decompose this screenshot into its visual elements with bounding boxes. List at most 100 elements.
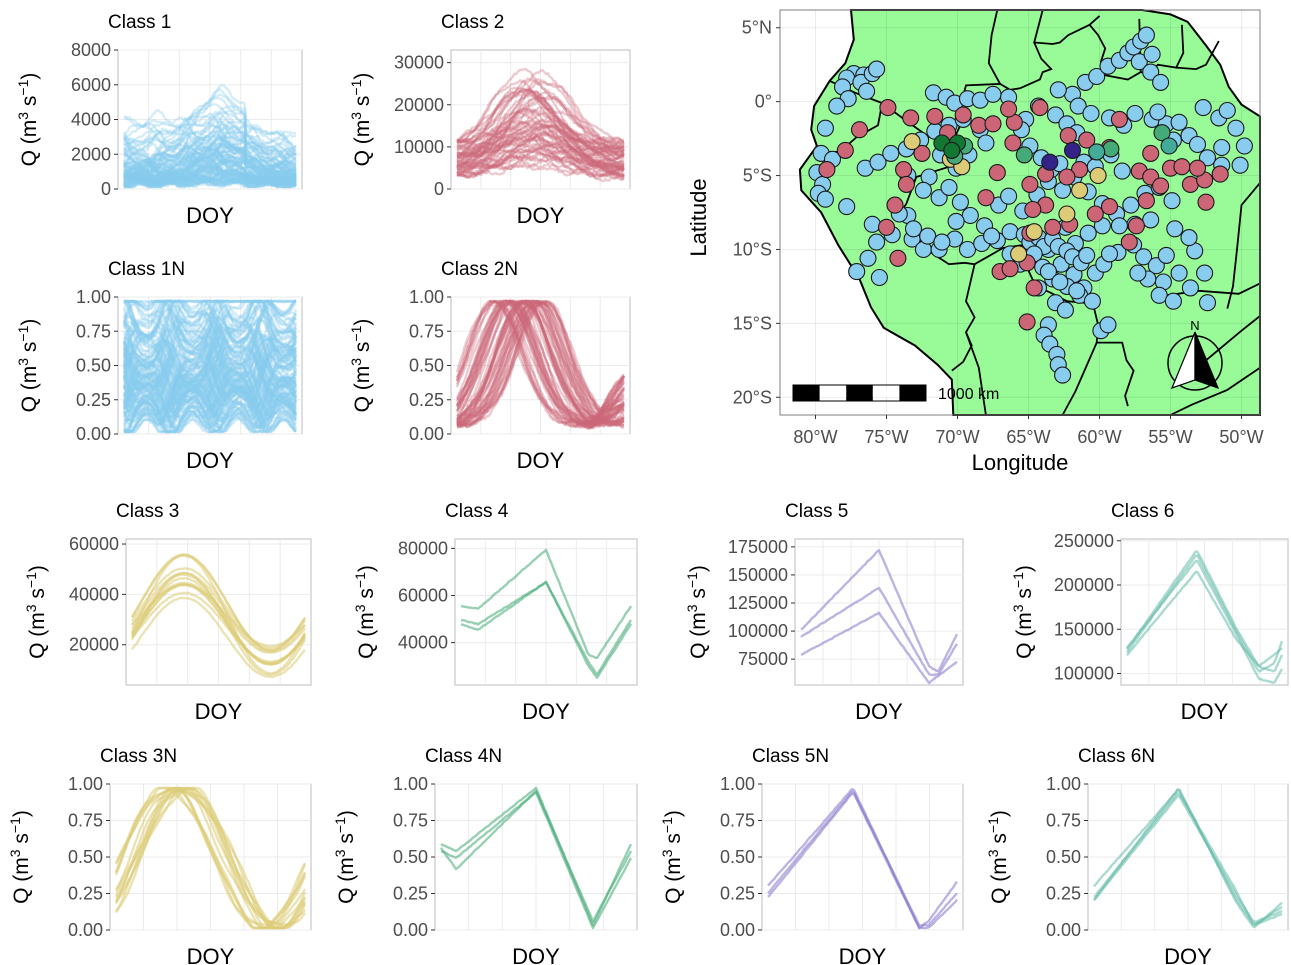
- series-line: [123, 152, 297, 186]
- series-line: [123, 124, 297, 185]
- y-tick-label: 1.00: [409, 287, 444, 307]
- series-line: [122, 304, 298, 429]
- series-line: [123, 152, 297, 183]
- series-line: [123, 103, 297, 182]
- series-line: [456, 127, 624, 146]
- series-line: [122, 299, 297, 417]
- series-line: [122, 302, 298, 410]
- series-line: [123, 140, 297, 180]
- series-line: [456, 301, 625, 427]
- x-axis-label: DOY: [512, 944, 560, 965]
- series-line: [123, 299, 298, 434]
- series-line: [122, 350, 297, 428]
- panel-title: Class 2N: [441, 259, 518, 280]
- series-line: [456, 122, 625, 151]
- y-tick-label: 20000: [394, 95, 444, 115]
- station-point: [903, 133, 921, 151]
- y-tick-label: 0.75: [393, 811, 428, 831]
- x-tick-label: 60°W: [1077, 427, 1121, 447]
- station-point: [1120, 233, 1138, 251]
- series-line: [123, 142, 297, 184]
- station-point: [1181, 279, 1199, 297]
- series-line: [122, 336, 297, 433]
- station-point: [882, 144, 900, 162]
- series-line: [122, 299, 298, 403]
- station-point: [1059, 127, 1077, 145]
- series-line: [123, 299, 297, 432]
- station-point: [1113, 162, 1131, 180]
- map-y-axis-label: Latitude: [686, 178, 711, 256]
- series-line: [123, 115, 297, 164]
- panel-c6n: 0.00 0.25 0.50 0.75 1.00 Class 6N DOY Q (m3 s−1…: [985, 746, 1289, 965]
- station-point: [1197, 193, 1215, 211]
- station-point: [1001, 223, 1019, 241]
- series-line: [122, 299, 297, 405]
- panel-title: Class 6N: [1078, 746, 1155, 767]
- y-tick-label: 75000: [738, 649, 788, 669]
- series-line: [122, 300, 297, 417]
- series-line: [122, 323, 297, 430]
- series-line: [456, 94, 625, 145]
- series-line: [123, 158, 297, 186]
- y-tick-label: 80000: [398, 538, 448, 558]
- series-line: [456, 299, 625, 427]
- station-point: [1142, 211, 1160, 229]
- series-line: [122, 317, 298, 434]
- panel-c5n: 0.00 0.25 0.50 0.75 1.00 Class 5N DOY Q (m3 s−1…: [659, 746, 964, 965]
- series-line: [122, 299, 298, 431]
- y-tick-label: 0: [434, 179, 444, 199]
- series-line: [456, 89, 625, 151]
- series-group: [122, 299, 298, 434]
- series-line: [123, 175, 297, 188]
- series-line: [456, 130, 625, 175]
- series-line: [123, 341, 297, 434]
- station-point: [1088, 67, 1106, 86]
- series-line: [456, 300, 625, 427]
- series-line: [122, 157, 297, 186]
- station-point: [1188, 135, 1207, 154]
- series-line: [456, 112, 625, 166]
- series-line: [122, 135, 297, 179]
- series-line: [456, 299, 625, 423]
- series-line: [122, 299, 298, 424]
- y-tick-label: 0.00: [720, 920, 755, 940]
- series-line: [456, 77, 625, 143]
- y-tick-label: 0.25: [409, 390, 444, 410]
- series-line: [122, 131, 297, 179]
- station-point: [943, 141, 961, 159]
- station-point: [1211, 165, 1229, 183]
- series-line: [122, 299, 297, 405]
- y-tick-label: 150000: [728, 565, 788, 585]
- series-line: [122, 109, 297, 180]
- series-line: [122, 337, 298, 419]
- series-line: [456, 300, 625, 428]
- series-line: [456, 300, 625, 426]
- series-line: [122, 299, 298, 428]
- station-point: [1153, 124, 1171, 142]
- series-line: [123, 335, 298, 426]
- series-line: [123, 299, 297, 402]
- series-line: [123, 176, 297, 189]
- series-line: [123, 136, 298, 177]
- series-line: [123, 122, 297, 181]
- series-line: [455, 302, 625, 427]
- panel-title: Class 5N: [752, 746, 829, 767]
- series-line: [123, 122, 296, 180]
- station-point: [977, 134, 995, 152]
- station-point: [1078, 131, 1096, 149]
- series-group: [122, 83, 298, 189]
- station-point: [1018, 313, 1036, 331]
- series-line: [123, 376, 298, 434]
- x-axis-label: DOY: [1181, 699, 1229, 724]
- y-tick-label: 0.25: [393, 884, 428, 904]
- series-group: [767, 787, 958, 930]
- series-line: [456, 301, 625, 428]
- series-line: [123, 166, 297, 188]
- station-point: [1069, 97, 1087, 115]
- series-line: [123, 175, 297, 187]
- y-tick-label: 125000: [728, 593, 788, 613]
- y-tick-label: 60000: [398, 586, 448, 606]
- y-axis-label: Q (m3 s−1): [348, 73, 374, 167]
- series-line: [456, 143, 625, 167]
- series-line: [123, 373, 298, 434]
